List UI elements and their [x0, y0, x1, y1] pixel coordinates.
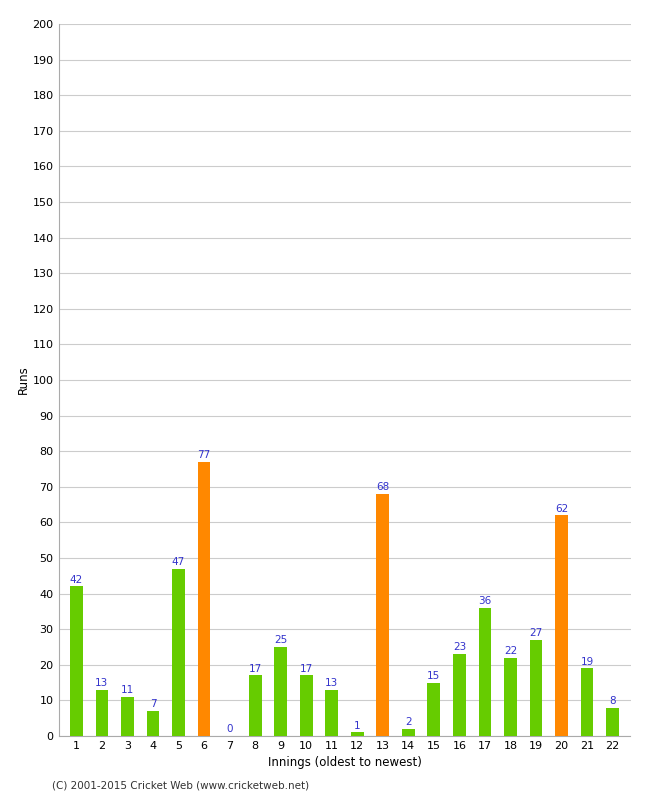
Text: 77: 77: [198, 450, 211, 460]
Bar: [580, 668, 593, 736]
Text: 19: 19: [580, 657, 593, 666]
Bar: [121, 697, 134, 736]
Bar: [453, 654, 466, 736]
Bar: [326, 690, 338, 736]
Text: 42: 42: [70, 574, 83, 585]
Bar: [428, 682, 440, 736]
Bar: [70, 586, 83, 736]
Text: 2: 2: [405, 717, 411, 727]
Bar: [376, 494, 389, 736]
Bar: [249, 675, 261, 736]
Text: 27: 27: [529, 628, 543, 638]
Y-axis label: Runs: Runs: [17, 366, 30, 394]
Text: 25: 25: [274, 635, 287, 646]
Bar: [530, 640, 542, 736]
Bar: [402, 729, 415, 736]
Text: (C) 2001-2015 Cricket Web (www.cricketweb.net): (C) 2001-2015 Cricket Web (www.cricketwe…: [52, 781, 309, 790]
Text: 23: 23: [453, 642, 466, 652]
Text: 36: 36: [478, 596, 491, 606]
Text: 11: 11: [121, 685, 134, 695]
Text: 13: 13: [96, 678, 109, 688]
Bar: [300, 675, 313, 736]
Bar: [147, 711, 159, 736]
Text: 13: 13: [325, 678, 339, 688]
Text: 17: 17: [300, 664, 313, 674]
Bar: [198, 462, 211, 736]
Bar: [351, 733, 363, 736]
Text: 62: 62: [555, 503, 568, 514]
Bar: [504, 658, 517, 736]
Bar: [606, 707, 619, 736]
Text: 1: 1: [354, 721, 361, 730]
Text: 68: 68: [376, 482, 389, 492]
Text: 17: 17: [248, 664, 262, 674]
Bar: [172, 569, 185, 736]
Text: 22: 22: [504, 646, 517, 656]
Bar: [274, 647, 287, 736]
Bar: [478, 608, 491, 736]
Bar: [555, 515, 568, 736]
Text: 7: 7: [150, 699, 156, 710]
Bar: [96, 690, 109, 736]
Text: 8: 8: [609, 696, 616, 706]
Text: 47: 47: [172, 557, 185, 567]
Text: 15: 15: [427, 671, 441, 681]
Text: 0: 0: [226, 724, 233, 734]
X-axis label: Innings (oldest to newest): Innings (oldest to newest): [268, 757, 421, 770]
